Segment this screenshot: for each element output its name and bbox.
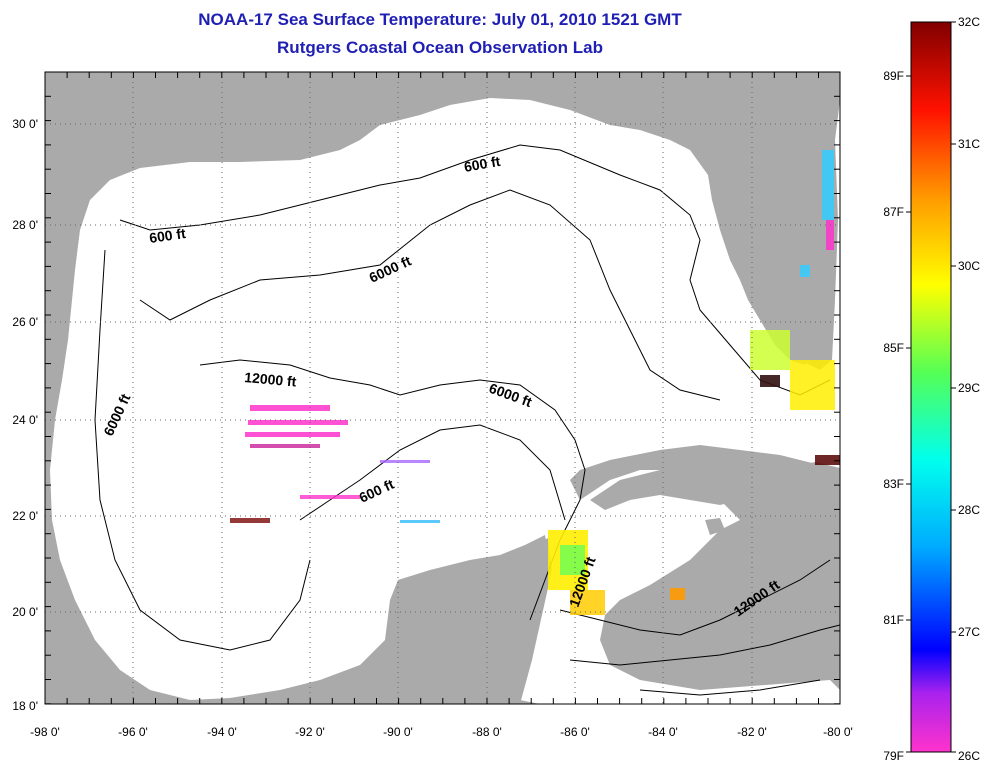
celsius-label: 26C [958,749,980,763]
lat-label: 28 0' [12,218,38,232]
colorbar-ticks [906,21,956,753]
longitude-labels: -98 0' -96 0' -94 0' -92 0' -90 0' -88 0… [30,725,853,739]
axis-ticks [44,71,840,705]
celsius-label: 30C [958,259,980,273]
graticule [45,72,840,704]
lat-label: 22 0' [12,509,38,523]
map-subtitle: Rutgers Coastal Ocean Observation Lab [277,38,603,57]
lon-label: -82 0' [737,725,767,739]
lon-label: -86 0' [560,725,590,739]
latitude-labels: 30 0' 28 0' 26 0' 24 0' 22 0' 20 0' 18 0… [12,117,38,713]
colorbar-celsius-labels: 32C 31C 30C 29C 28C 27C 26C [958,15,980,763]
cayman-land [770,558,779,564]
colorbar-fahrenheit-labels: 89F 87F 85F 83F 81F 79F [883,69,904,763]
fahrenheit-label: 83F [883,477,904,491]
celsius-label: 32C [958,15,980,29]
lat-label: 20 0' [12,605,38,619]
bathymetry-contours [94,144,840,696]
contour-label-600-west: 600 ft [148,225,187,246]
sst-data-patches [230,150,840,615]
lon-label: -84 0' [648,725,678,739]
cuba-land [590,462,840,510]
celsius-label: 29C [958,381,980,395]
lat-label: 26 0' [12,315,38,329]
celsius-label: 27C [958,625,980,639]
florida-land [718,72,830,365]
gulf-water [50,72,840,704]
fahrenheit-label: 89F [883,69,904,83]
lon-label: -92 0' [295,725,325,739]
lat-label: 18 0' [12,699,38,713]
lon-label: -80 0' [823,725,853,739]
island-land [705,518,725,535]
lon-label: -94 0' [207,725,237,739]
celsius-label: 28C [958,503,980,517]
fahrenheit-label: 81F [883,613,904,627]
lat-label: 30 0' [12,117,38,131]
lon-label: -96 0' [118,725,148,739]
colorbar [910,21,952,753]
lon-label: -90 0' [383,725,413,739]
contour-label-12000-west: 12000 ft [244,369,298,390]
lat-label: 24 0' [12,413,38,427]
celsius-label: 31C [958,137,980,151]
lon-label: -98 0' [30,725,60,739]
yucatan-land [385,538,552,704]
fahrenheit-label: 85F [883,341,904,355]
contour-label-600-north: 600 ft [463,153,502,175]
lon-label: -88 0' [472,725,502,739]
map-title: NOAA-17 Sea Surface Temperature: July 01… [198,10,682,29]
fahrenheit-label: 87F [883,205,904,219]
fahrenheit-label: 79F [883,749,904,763]
